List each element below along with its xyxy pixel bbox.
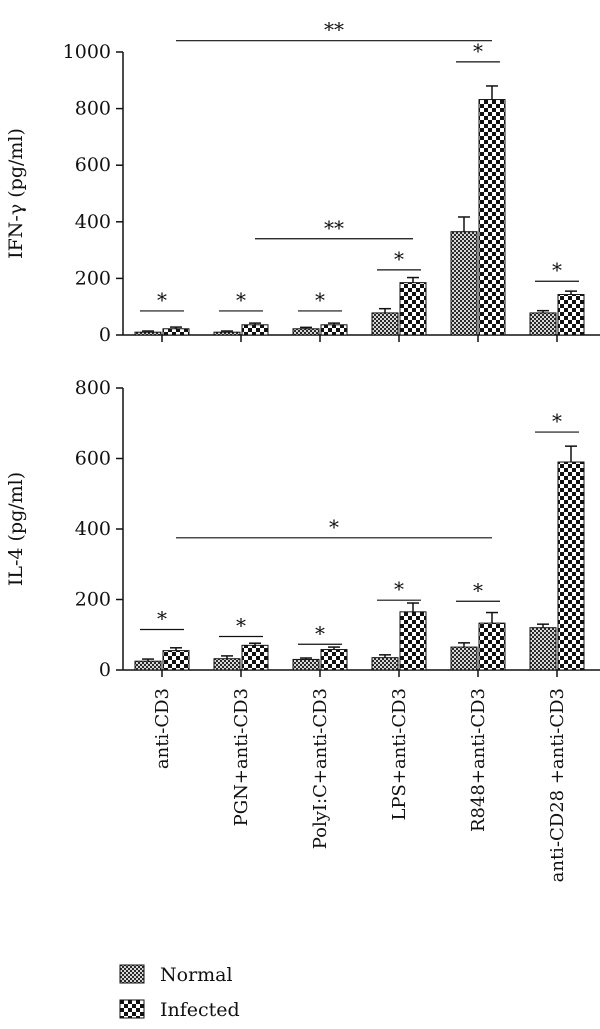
ifn-significance-label: * <box>552 258 562 282</box>
il4-y-tick-label: 800 <box>75 377 111 399</box>
ifn-y-tick-label: 1000 <box>63 41 111 63</box>
il4-y-tick-label: 400 <box>75 518 111 540</box>
il4-bar-infected <box>162 650 190 671</box>
legend-label-normal: Normal <box>160 964 233 986</box>
ifn-y-tick-label: 0 <box>99 324 111 346</box>
ifn-y-tick-label: 400 <box>75 211 111 233</box>
ifn-bar-normal <box>371 312 399 336</box>
ifn-bar-infected <box>399 282 427 336</box>
legend-swatch-infected <box>119 999 145 1019</box>
ifn-y-tick-label: 200 <box>75 267 111 289</box>
ifn-bar-normal <box>134 331 162 336</box>
legend-swatch-normal <box>119 964 145 984</box>
il4-bar-normal <box>371 657 399 671</box>
il4-significance-label: * <box>315 621 325 645</box>
il4-bar-normal <box>450 646 478 671</box>
ifn-bar-normal <box>450 231 478 336</box>
ifn-bar-infected <box>478 99 506 336</box>
ifn-bar-infected <box>162 328 190 336</box>
ifn-bar-normal <box>529 312 557 336</box>
il4-y-axis-title: IL-4 (pg/ml) <box>5 472 27 586</box>
ifn-bar-infected <box>320 324 348 336</box>
legend: Normal Infected <box>119 964 240 1021</box>
category-label: PolyI:C+anti-CD3 <box>310 688 331 849</box>
il4-significance-label: * <box>473 578 483 602</box>
legend-label-infected: Infected <box>160 999 240 1021</box>
ifn-significance-label: * <box>394 247 404 271</box>
il4-y-tick-label: 600 <box>75 448 111 470</box>
category-label: LPS+anti-CD3 <box>389 688 410 821</box>
ifn-bar-infected <box>241 324 269 336</box>
ifn-significance-label: * <box>473 39 483 63</box>
il4-panel: 0 200 400 600 800 IL-4 (pg/ml) * * * * * * * <box>5 377 600 681</box>
ifn-significance-label: ** <box>324 18 344 42</box>
ifn-y-tick-label: 800 <box>75 98 111 120</box>
ifn-bar-normal <box>292 328 320 336</box>
category-label: PGN+anti-CD3 <box>231 688 252 826</box>
il4-bar-infected <box>241 644 269 671</box>
category-label: R848+anti-CD3 <box>468 688 489 832</box>
il4-y-tick-label: 0 <box>99 659 111 681</box>
il4-bar-infected <box>320 649 348 671</box>
il4-bar-infected <box>399 611 427 671</box>
il4-bar-infected <box>557 461 585 671</box>
category-label: anti-CD28 +anti-CD3 <box>547 688 568 882</box>
il4-significance-label: * <box>157 606 167 630</box>
il4-significance-label: * <box>329 515 339 539</box>
il4-bar-normal <box>529 627 557 671</box>
ifn-bar-normal <box>213 331 241 336</box>
il4-bar-normal <box>134 660 162 671</box>
ifn-y-tick-label: 600 <box>75 154 111 176</box>
ifn-significance-label: * <box>157 288 167 312</box>
category-label: anti-CD3 <box>152 688 173 769</box>
il4-significance-label: * <box>552 409 562 433</box>
ifn-significance-label: * <box>315 288 325 312</box>
il4-y-tick-label: 200 <box>75 589 111 611</box>
il4-significance-label: * <box>394 577 404 601</box>
category-labels: anti-CD3 PGN+anti-CD3 PolyI:C+anti-CD3 LPS+… <box>152 688 568 882</box>
il4-bar-infected <box>478 622 506 671</box>
ifn-y-axis-title: IFN-γ (pg/ml) <box>5 128 27 259</box>
il4-bar-normal <box>292 658 320 671</box>
il4-bar-normal <box>213 658 241 671</box>
ifn-significance-label: ** <box>324 216 344 240</box>
ifn-bar-infected <box>557 294 585 336</box>
il4-significance-label: * <box>236 614 246 638</box>
ifn-significance-label: * <box>236 288 246 312</box>
